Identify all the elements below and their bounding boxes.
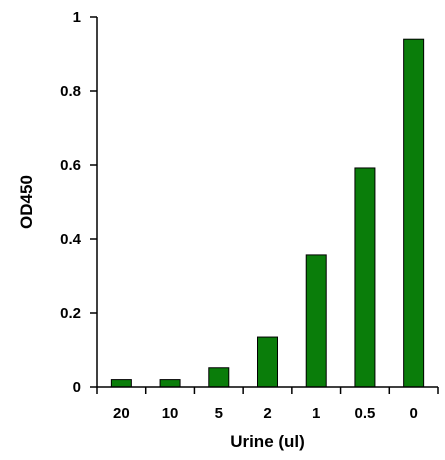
bar — [208, 367, 230, 388]
y-axis-ticks: 0 0.2 0.4 0.6 0.8 1 — [60, 9, 97, 396]
x-tick-label: 2 — [263, 405, 271, 422]
y-tick-label: 0.4 — [60, 231, 82, 248]
x-tick-label: 0.5 — [354, 405, 375, 422]
bar — [110, 379, 132, 388]
y-tick-label: 0.2 — [60, 305, 81, 322]
bar — [257, 336, 278, 388]
x-axis-ticks: 20 10 5 2 1 0.5 0 — [96, 387, 439, 422]
x-tick-label: 1 — [312, 405, 320, 422]
x-tick-label: 0 — [409, 405, 417, 422]
x-tick-label: 10 — [162, 405, 179, 422]
y-axis-label: OD450 — [17, 175, 36, 229]
bar — [354, 167, 376, 388]
y-tick-label: 0.8 — [60, 83, 81, 100]
bar — [403, 38, 425, 388]
y-tick-label: 1 — [73, 9, 81, 26]
x-axis-label: Urine (ul) — [230, 432, 305, 451]
y-tick-label: 0.6 — [60, 157, 81, 174]
x-tick-label: 5 — [215, 405, 223, 422]
bar — [159, 379, 181, 388]
x-tick-label: 20 — [113, 405, 130, 422]
bar — [305, 254, 327, 388]
bars — [110, 38, 425, 388]
y-tick-label: 0 — [73, 379, 81, 396]
